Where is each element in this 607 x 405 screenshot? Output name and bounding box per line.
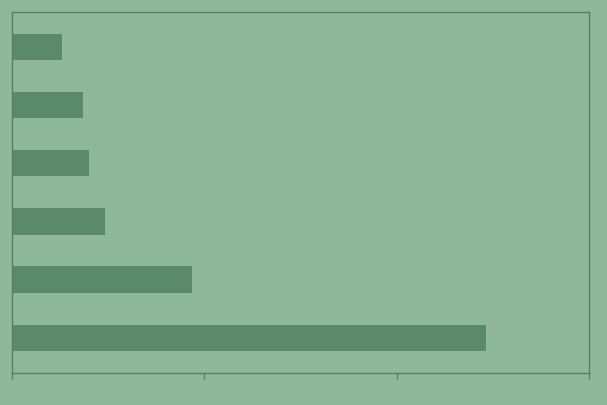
Bar <box>12 266 192 293</box>
Bar <box>12 325 486 351</box>
Bar <box>12 150 89 177</box>
Bar <box>12 208 105 234</box>
Bar <box>12 92 83 118</box>
Bar <box>12 34 62 60</box>
